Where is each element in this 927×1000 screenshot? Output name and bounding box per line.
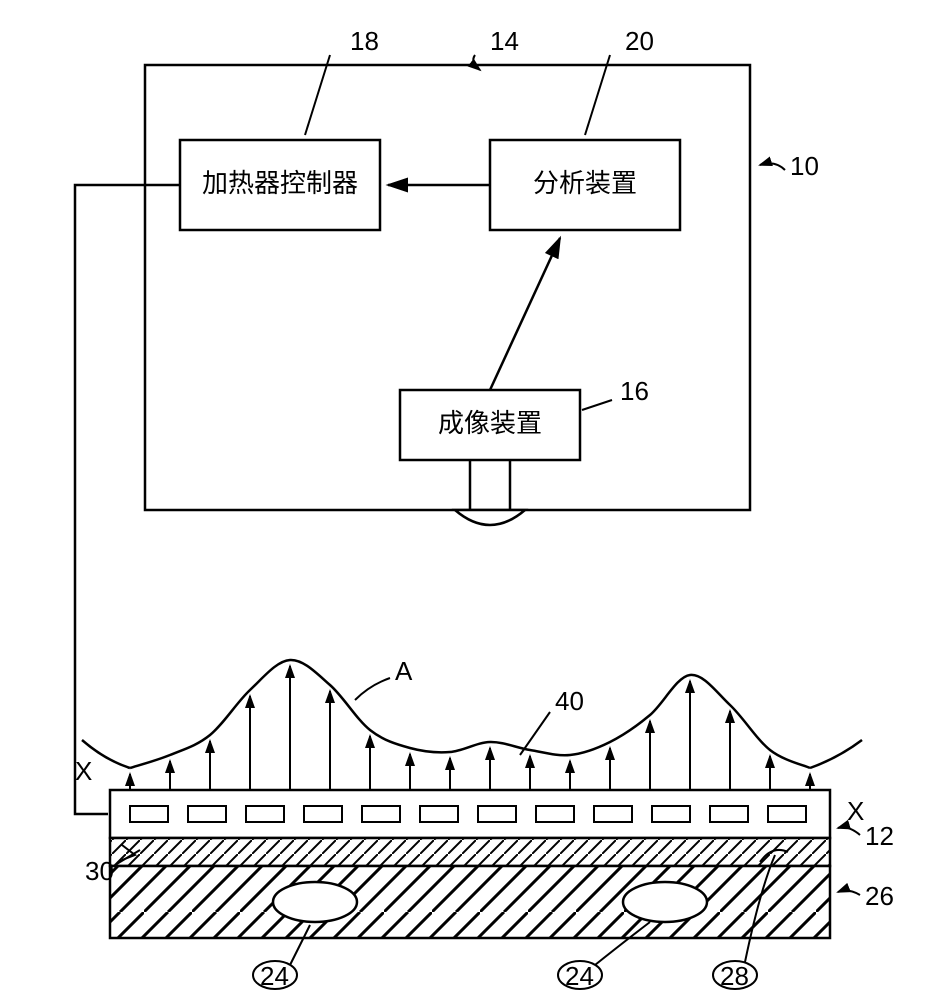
heater-element bbox=[478, 806, 516, 822]
ref-26: 26 bbox=[865, 881, 894, 911]
ref-X-right: X bbox=[847, 796, 864, 826]
middle-layer bbox=[110, 838, 830, 866]
ref-18: 18 bbox=[350, 26, 379, 56]
defect-left bbox=[273, 882, 357, 922]
camera-lens-icon bbox=[455, 510, 525, 525]
heater-element bbox=[768, 806, 806, 822]
analyzer-label: 分析装置 bbox=[533, 168, 637, 198]
ref-16: 16 bbox=[620, 376, 649, 406]
control-wire bbox=[75, 185, 180, 814]
heater-element bbox=[536, 806, 574, 822]
arrow-imager-to-analyzer bbox=[490, 238, 560, 390]
ref-A: A bbox=[395, 656, 413, 686]
substrate-layer bbox=[110, 866, 830, 938]
ref-30: 30 bbox=[85, 856, 114, 886]
heat-curve bbox=[130, 660, 810, 768]
heater-element bbox=[130, 806, 168, 822]
heater-element bbox=[594, 806, 632, 822]
heater-element bbox=[362, 806, 400, 822]
ref-14: 14 bbox=[490, 26, 519, 56]
ref-12: 12 bbox=[865, 821, 894, 851]
heater-element bbox=[246, 806, 284, 822]
heater-element bbox=[420, 806, 458, 822]
wave-right-tail bbox=[810, 740, 862, 768]
ref-X-left: X bbox=[75, 756, 92, 786]
heater-element bbox=[652, 806, 690, 822]
heater-controller-label: 加热器控制器 bbox=[202, 168, 358, 198]
heater-element bbox=[710, 806, 748, 822]
heater-element bbox=[188, 806, 226, 822]
defect-right bbox=[623, 882, 707, 922]
ref-10: 10 bbox=[790, 151, 819, 181]
imager-label: 成像装置 bbox=[438, 408, 542, 438]
heater-element bbox=[304, 806, 342, 822]
ref-40: 40 bbox=[555, 686, 584, 716]
ref-20: 20 bbox=[625, 26, 654, 56]
